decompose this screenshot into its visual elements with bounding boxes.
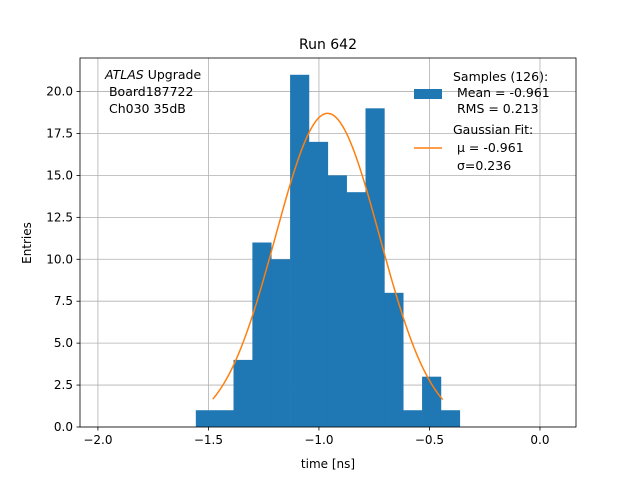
y-tick-label: 17.5 bbox=[46, 126, 73, 140]
legend-samples-swatch bbox=[414, 89, 442, 99]
legend-samples-3: RMS = 0.213 bbox=[453, 101, 539, 116]
histogram-bar bbox=[440, 410, 461, 427]
y-tick-label: 0.0 bbox=[54, 420, 73, 434]
histogram-bar bbox=[271, 259, 291, 427]
histogram-bar bbox=[214, 410, 234, 427]
legend-samples-1: Samples (126): bbox=[453, 69, 548, 84]
x-tick-label: −1.5 bbox=[194, 433, 223, 447]
histogram-bar bbox=[252, 242, 272, 427]
x-axis-label: time [ns] bbox=[301, 457, 355, 471]
histogram-bar bbox=[403, 410, 423, 427]
y-tick-label: 15.0 bbox=[46, 168, 73, 182]
annotation-line3: Ch030 35dB bbox=[105, 101, 186, 116]
histogram-bar bbox=[365, 108, 385, 428]
histogram-bar bbox=[195, 410, 215, 427]
y-tick-label: 7.5 bbox=[54, 294, 73, 308]
x-tick-label: 0.0 bbox=[530, 433, 549, 447]
x-tick-label: −0.5 bbox=[415, 433, 444, 447]
annotation-line1: ATLAS Upgrade bbox=[104, 67, 201, 82]
y-axis-label: Entries bbox=[20, 222, 34, 264]
y-tick-label: 5.0 bbox=[54, 336, 73, 350]
y-tick-label: 20.0 bbox=[46, 85, 73, 99]
histogram-bar bbox=[327, 175, 347, 427]
histogram-bars bbox=[195, 74, 461, 428]
legend-fit-2: μ = -0.961 bbox=[453, 140, 524, 155]
histogram-bar bbox=[384, 292, 404, 427]
histogram-bar bbox=[233, 359, 253, 427]
chart-title: Run 642 bbox=[299, 37, 357, 53]
annotation-line2: Board187722 bbox=[105, 84, 193, 99]
histogram-bar bbox=[346, 192, 366, 427]
legend: Samples (126): Mean = -0.961 RMS = 0.213… bbox=[414, 69, 550, 173]
legend-fit-3: σ=0.236 bbox=[453, 158, 511, 173]
histogram-bar bbox=[290, 74, 310, 427]
y-tick-label: 10.0 bbox=[46, 252, 73, 266]
legend-samples-2: Mean = -0.961 bbox=[453, 85, 550, 100]
y-tick-label: 12.5 bbox=[46, 210, 73, 224]
gaussian-fit-line bbox=[212, 112, 444, 401]
histogram-bar bbox=[308, 141, 329, 427]
legend-fit-1: Gaussian Fit: bbox=[453, 122, 533, 137]
histogram-bar bbox=[422, 376, 442, 427]
axes-frame bbox=[79, 57, 577, 428]
x-tick-label: −1.0 bbox=[304, 433, 333, 447]
x-tick-label: −2.0 bbox=[83, 433, 112, 447]
y-tick-label: 2.5 bbox=[54, 378, 73, 392]
ticks: −2.0 −1.5 −1.0 −0.5 0.0 0.0 2.5 5.0 7.5 10.0 12.5 1… bbox=[46, 85, 549, 447]
